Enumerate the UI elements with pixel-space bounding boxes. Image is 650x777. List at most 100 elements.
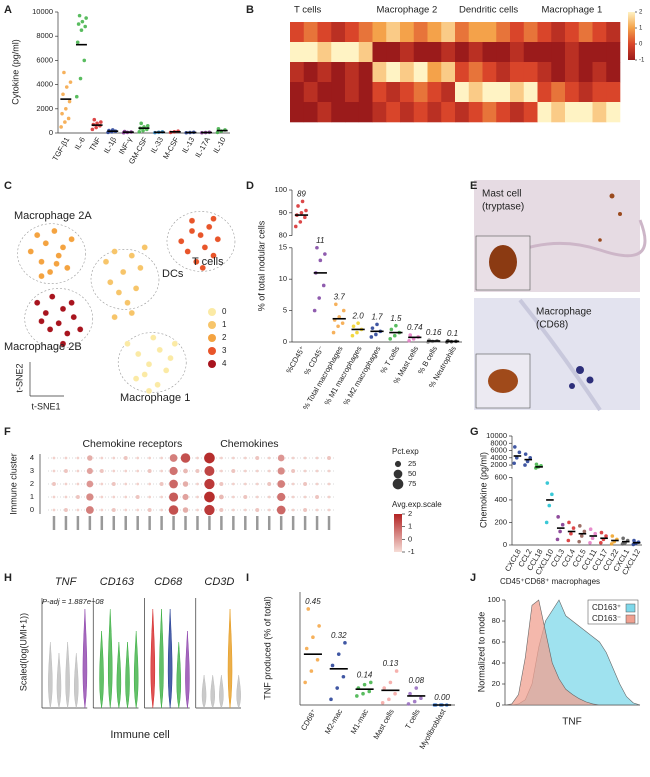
colorbar-label: 0 <box>408 534 412 543</box>
dot <box>255 482 259 486</box>
violin <box>116 641 122 709</box>
y-tick-label: 4000 <box>490 453 507 462</box>
dot <box>136 456 140 460</box>
colorbar-label: -1 <box>408 547 415 556</box>
dot <box>160 469 163 473</box>
y-tick-label: 600 <box>494 472 507 481</box>
x-tick-label: Myofibroblast <box>417 707 448 751</box>
data-point <box>78 76 83 81</box>
heat-cell <box>441 82 456 103</box>
size-legend-dot <box>392 478 404 490</box>
dot <box>136 508 140 512</box>
data-point <box>609 542 614 546</box>
heat-cell <box>468 102 483 123</box>
colorbar-label: -1 <box>639 58 645 64</box>
data-point <box>528 456 532 460</box>
data-point <box>599 540 603 545</box>
heat-cell <box>606 62 621 83</box>
dot <box>112 495 116 499</box>
data-point <box>525 459 530 464</box>
data-point <box>306 607 311 611</box>
cell-point <box>128 252 135 259</box>
y-axis-label: Normalized to mode <box>476 612 486 693</box>
heat-cell <box>537 62 552 83</box>
dot <box>303 508 308 512</box>
heat-cell <box>468 42 483 63</box>
data-point <box>317 624 321 628</box>
dot <box>147 508 152 512</box>
heat-cell <box>317 42 332 63</box>
dot <box>86 493 94 501</box>
heat-cell <box>441 102 456 123</box>
cell-point <box>64 264 71 272</box>
cell-point <box>42 309 49 317</box>
nucleus <box>586 376 594 384</box>
cluster-label: Macrophage 2A <box>14 210 92 222</box>
data-point <box>380 700 385 705</box>
data-point <box>408 333 413 337</box>
heat-cell <box>565 42 580 63</box>
legend-swatch <box>208 360 216 368</box>
heat-cell <box>606 82 621 103</box>
legend-swatch <box>208 334 216 342</box>
cell-point <box>70 313 77 321</box>
dot <box>124 508 128 512</box>
heat-cell <box>510 102 525 123</box>
x-axis-label: Immune cell <box>110 729 169 741</box>
violin <box>82 608 88 709</box>
dot <box>291 469 296 473</box>
colorbar-label: 2 <box>639 10 643 16</box>
heat-cell <box>317 62 332 83</box>
dot <box>160 508 163 512</box>
data-point <box>361 691 365 696</box>
cell-point <box>156 346 163 354</box>
data-point <box>139 121 143 126</box>
heat-cell <box>510 22 525 43</box>
dot <box>231 508 235 512</box>
cluster-outline <box>17 223 86 285</box>
y-axis-label: % of total nodular cells <box>256 220 266 311</box>
violin <box>74 652 79 709</box>
data-point <box>621 536 625 541</box>
dot <box>182 493 189 501</box>
data-point <box>387 697 391 702</box>
dot <box>135 495 140 499</box>
dot <box>196 456 199 460</box>
column-group-label: Chemokine receptors <box>82 438 182 450</box>
dot <box>169 479 178 489</box>
panel-letter: E <box>470 180 477 192</box>
colorbar-label: 2 <box>408 509 412 518</box>
dot <box>291 495 295 499</box>
heat-cell <box>565 62 580 83</box>
y-axis-label: Immune cluster <box>8 453 18 515</box>
data-point <box>599 530 604 535</box>
data-point <box>604 534 608 538</box>
y-tick-label: 10 <box>279 274 287 283</box>
cell-point <box>59 340 67 347</box>
data-point <box>329 697 333 702</box>
data-point <box>84 16 88 20</box>
cell-point <box>34 231 41 239</box>
data-point <box>92 117 97 122</box>
heat-cell <box>290 62 305 83</box>
data-point <box>335 686 340 690</box>
data-point <box>370 326 375 330</box>
value-label: 0.08 <box>408 676 424 685</box>
data-point <box>80 19 85 24</box>
heat-cell <box>290 42 305 63</box>
cell-point <box>145 361 153 368</box>
dot <box>148 456 152 460</box>
cell-point <box>154 381 161 388</box>
data-point <box>392 333 397 338</box>
violin <box>133 630 139 709</box>
gene-title: CD68 <box>154 576 183 588</box>
dot <box>85 506 94 514</box>
dot <box>303 482 308 486</box>
heat-cell <box>345 62 360 83</box>
heat-cell <box>455 82 470 103</box>
heat-cell <box>523 62 538 83</box>
heat-cell <box>496 42 511 63</box>
dot <box>220 456 223 460</box>
data-point <box>579 534 584 538</box>
heat-cell <box>592 82 607 103</box>
